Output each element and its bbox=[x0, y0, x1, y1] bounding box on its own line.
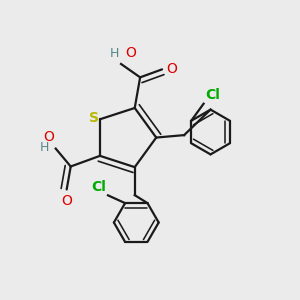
Text: O: O bbox=[43, 130, 54, 144]
Text: S: S bbox=[89, 111, 99, 125]
Text: O: O bbox=[166, 62, 177, 76]
Text: H: H bbox=[110, 47, 119, 60]
Text: Cl: Cl bbox=[205, 88, 220, 102]
Text: O: O bbox=[125, 46, 136, 60]
Text: H: H bbox=[40, 141, 50, 154]
Text: O: O bbox=[61, 194, 72, 208]
Text: Cl: Cl bbox=[92, 180, 106, 194]
